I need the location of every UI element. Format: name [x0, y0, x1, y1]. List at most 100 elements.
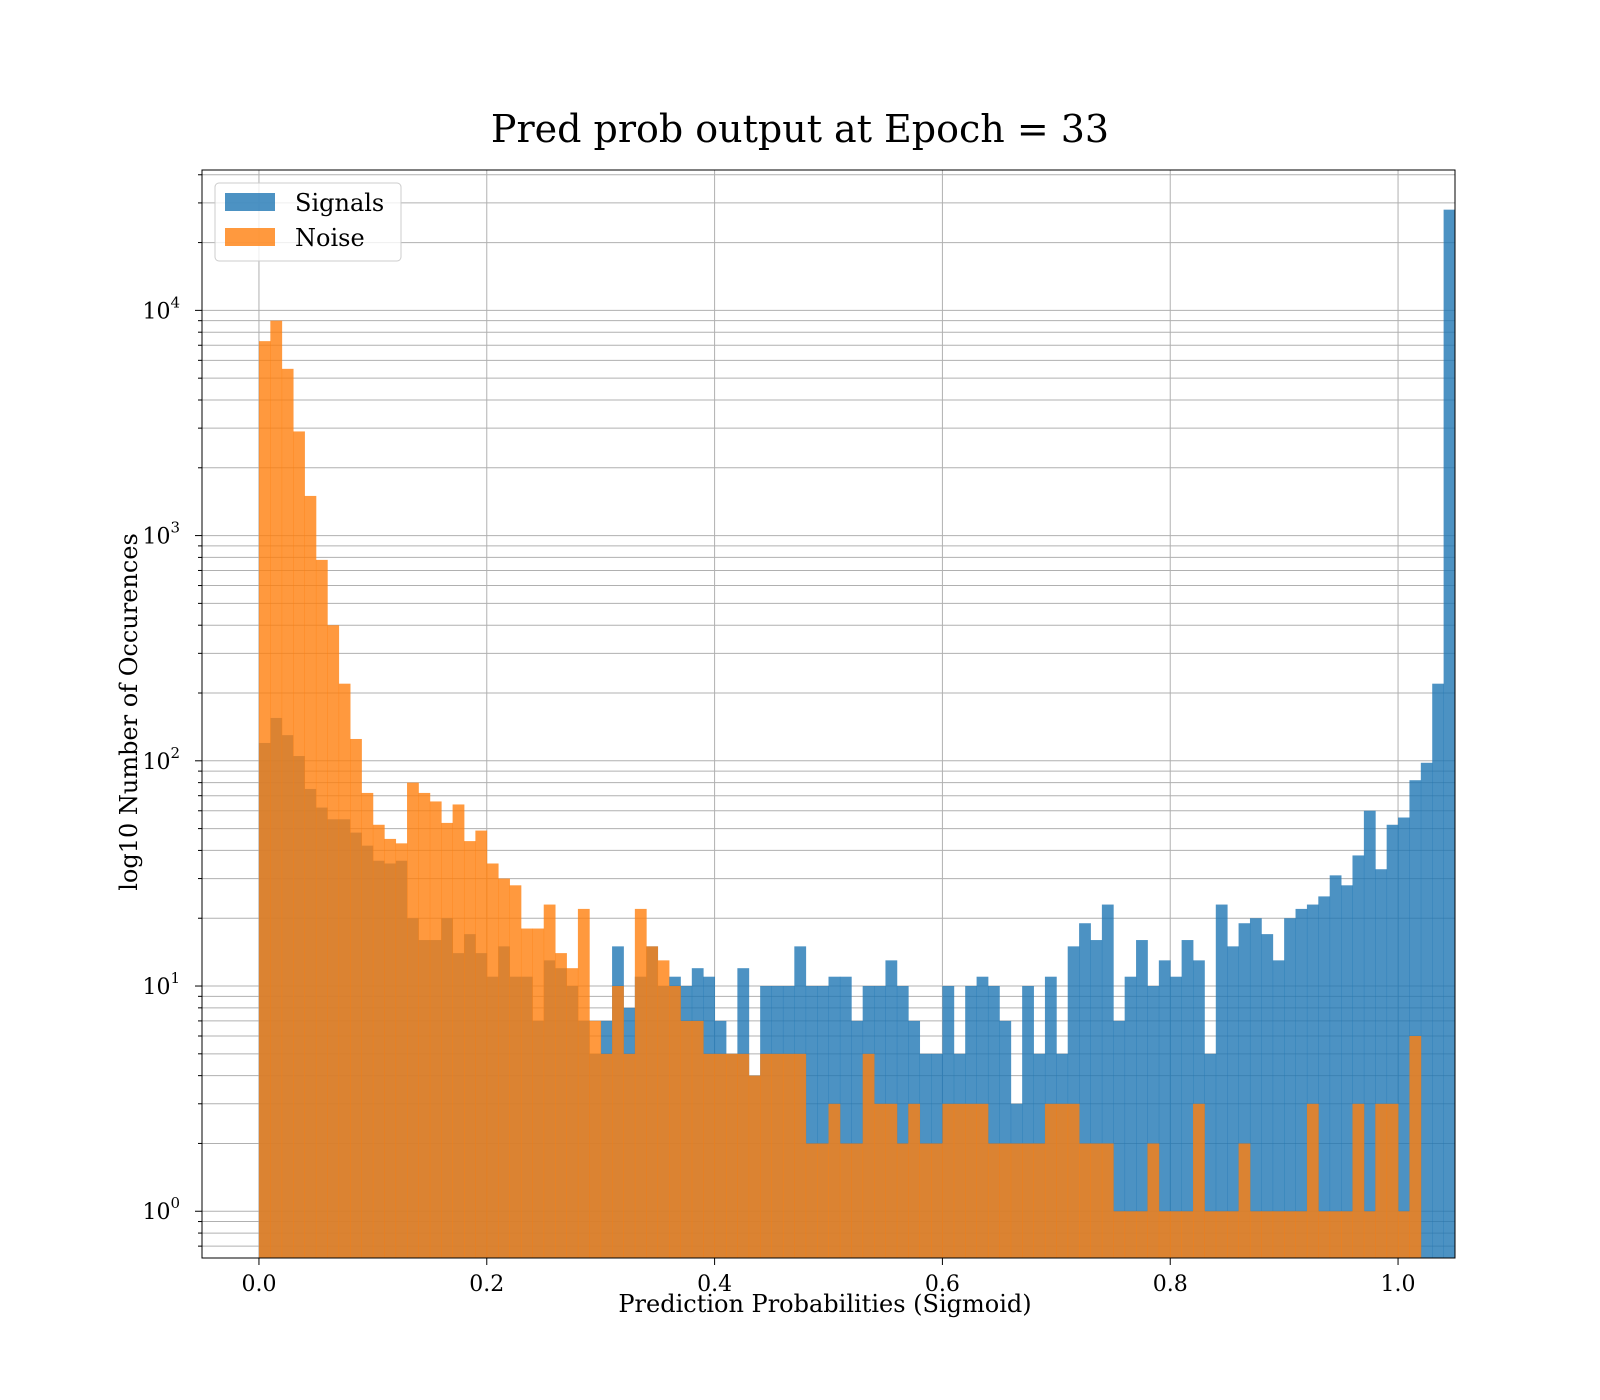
bar [441, 822, 453, 1258]
bar [1101, 1143, 1114, 1258]
bar [1432, 683, 1445, 1258]
bar [1306, 904, 1319, 1258]
x-tick-label: 0.0 [241, 1272, 276, 1297]
bar [1329, 875, 1342, 1258]
bar [463, 841, 476, 1258]
series-noise [258, 320, 1422, 1259]
bar [1170, 976, 1183, 1258]
bar [1318, 1211, 1331, 1258]
bar [395, 843, 408, 1258]
bar [1010, 1143, 1023, 1258]
bar [805, 1143, 818, 1258]
bar [1136, 940, 1148, 1258]
bar [691, 1020, 704, 1258]
bar [1101, 904, 1114, 1258]
x-axis-label: Prediction Probabilities (Sigmoid) [618, 1290, 1031, 1318]
bar [543, 904, 556, 1258]
bar [1386, 824, 1399, 1258]
bar [1158, 960, 1171, 1258]
bar [1056, 1103, 1069, 1258]
bar [1398, 817, 1410, 1258]
bar [1090, 1143, 1103, 1258]
bar [896, 986, 909, 1258]
bar [1022, 1143, 1034, 1258]
x-tick-label: 1.0 [1381, 1272, 1416, 1297]
bar [1272, 1211, 1285, 1258]
bar [1079, 1143, 1091, 1258]
bar [1295, 1211, 1308, 1258]
bar [1147, 1143, 1160, 1258]
bar [805, 986, 818, 1258]
bar [1249, 918, 1262, 1258]
bar [384, 838, 397, 1258]
bar [1181, 1211, 1194, 1258]
bar [851, 1020, 864, 1258]
x-tick-label: 0.6 [925, 1272, 960, 1297]
bar [623, 1053, 636, 1258]
bar [919, 1143, 932, 1258]
bar [953, 1103, 966, 1258]
bar [1272, 960, 1285, 1258]
bar [987, 1143, 1000, 1258]
bar [350, 738, 362, 1258]
bar [1181, 940, 1194, 1258]
bar [725, 1053, 738, 1258]
bar [737, 1053, 750, 1258]
bar [532, 928, 545, 1258]
bar [1261, 934, 1274, 1258]
bar [999, 1020, 1012, 1258]
bar [748, 1075, 761, 1258]
bar [896, 1143, 909, 1258]
bar [908, 1103, 921, 1258]
bar [555, 953, 567, 1258]
bar [612, 986, 624, 1258]
bar [1204, 1211, 1217, 1258]
bar [1227, 1211, 1239, 1258]
bar [1329, 1211, 1342, 1258]
bar [1022, 986, 1034, 1258]
bar [1443, 209, 1456, 1258]
bar [293, 431, 305, 1258]
bar [771, 1053, 784, 1258]
bar [1409, 780, 1422, 1258]
bar [1215, 1211, 1228, 1258]
bar [1044, 1103, 1057, 1258]
bar [1147, 986, 1160, 1258]
bar [987, 986, 1000, 1258]
bar [361, 792, 374, 1258]
bar [338, 683, 351, 1258]
bar [851, 1143, 864, 1258]
bar [817, 1143, 829, 1258]
bar [703, 1053, 715, 1258]
bar [1420, 762, 1433, 1258]
bar [315, 559, 328, 1258]
bar [634, 908, 647, 1258]
bar [475, 830, 488, 1258]
bar [1158, 1211, 1171, 1258]
bar [1352, 855, 1365, 1258]
y-tick-label: 103 [142, 519, 180, 550]
bar [429, 801, 442, 1258]
bar [646, 946, 659, 1258]
bar [566, 968, 579, 1258]
bar [1295, 908, 1308, 1258]
bar [1113, 1211, 1126, 1258]
bar [407, 782, 419, 1258]
bar [1193, 1103, 1205, 1258]
bar [669, 986, 681, 1258]
bar [874, 1103, 886, 1258]
bar [1215, 904, 1228, 1258]
bar [509, 885, 522, 1258]
bar [327, 625, 340, 1258]
bar [589, 1020, 602, 1258]
bar [1124, 976, 1137, 1258]
bar [680, 1020, 693, 1258]
bar [1067, 946, 1080, 1258]
legend-swatch-signals [225, 193, 275, 211]
bar [828, 1103, 841, 1258]
x-tick-label: 0.4 [697, 1272, 732, 1297]
bar [1170, 1211, 1183, 1258]
y-axis-label: log10 Number of Occurences [115, 533, 143, 891]
bar [1124, 1211, 1137, 1258]
bar [999, 1143, 1012, 1258]
